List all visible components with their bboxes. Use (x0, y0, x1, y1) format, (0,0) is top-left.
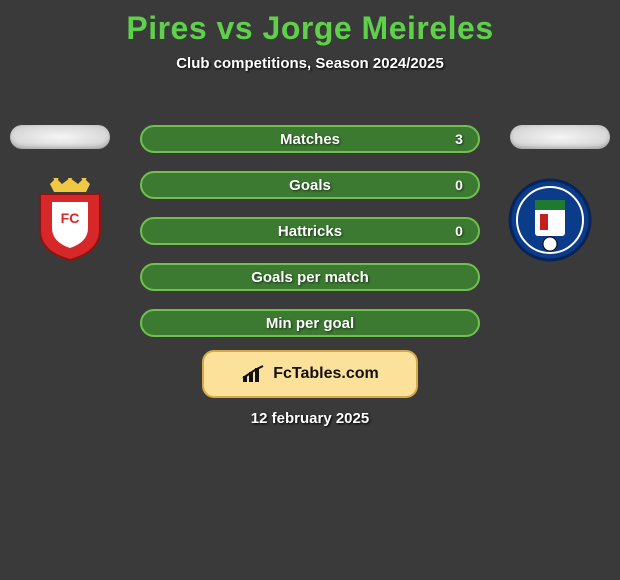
stat-label: Hattricks (174, 223, 446, 240)
stat-row-gpm: Goals per match (140, 263, 480, 291)
player-photo-right (510, 125, 610, 149)
branding-text: FcTables.com (273, 365, 379, 383)
stat-right-value: 3 (446, 131, 472, 147)
crown-icon (50, 178, 90, 192)
club-badge-left: FC (20, 178, 120, 262)
stat-row-matches: Matches 3 (140, 125, 480, 153)
stat-label: Goals (174, 177, 446, 194)
stat-right-value: 0 (446, 177, 472, 193)
stat-label: Goals per match (174, 269, 446, 286)
svg-text:FC: FC (61, 210, 80, 226)
stat-row-goals: Goals 0 (140, 171, 480, 199)
stat-row-mpg: Min per goal (140, 309, 480, 337)
stats-list: Matches 3 Goals 0 Hattricks 0 Goals per … (140, 125, 480, 337)
branding-badge: FcTables.com (202, 350, 418, 398)
stat-label: Matches (174, 131, 446, 148)
stat-label: Min per goal (174, 315, 446, 332)
club-badge-right (500, 178, 600, 262)
chart-icon (241, 364, 267, 384)
date-text: 12 february 2025 (0, 410, 620, 427)
page-title: Pires vs Jorge Meireles (0, 0, 620, 47)
subtitle: Club competitions, Season 2024/2025 (0, 55, 620, 72)
player-photo-left (10, 125, 110, 149)
stat-row-hattricks: Hattricks 0 (140, 217, 480, 245)
stat-right-value: 0 (446, 223, 472, 239)
